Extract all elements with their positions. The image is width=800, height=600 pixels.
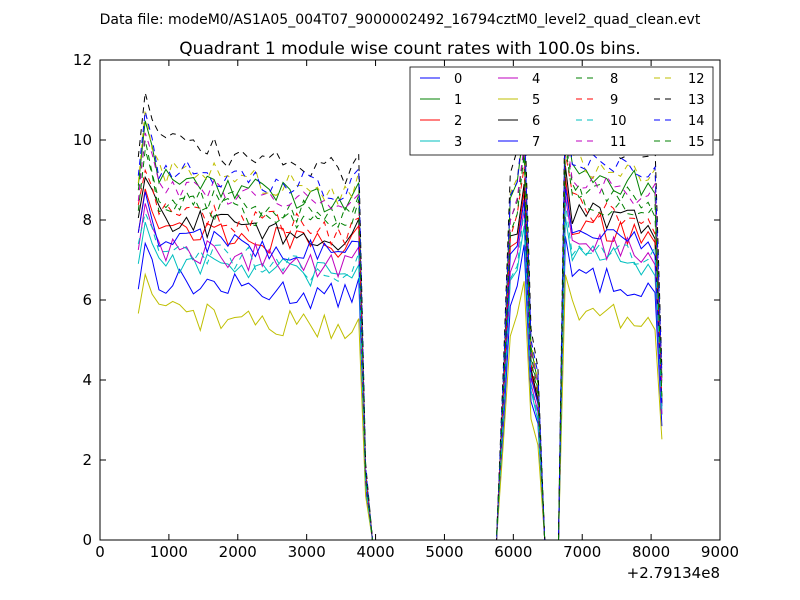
series-line-4 [137,196,663,540]
x-tick-label: 4000 [356,543,394,561]
series-line-8 [137,139,663,540]
series-line-0 [137,236,663,540]
legend-label-0: 0 [454,72,462,87]
x-tick-label: 5000 [425,543,463,561]
y-tick-label: 8 [82,211,92,229]
legend-label-7: 7 [532,135,540,150]
series-layer [137,82,663,540]
series-line-12 [137,109,663,540]
series-line-7 [137,186,663,540]
x-tick-label: 7000 [563,543,601,561]
series-line-6 [137,165,663,540]
series-line-9 [137,153,663,540]
legend-label-14: 14 [688,114,705,129]
series-line-13 [137,82,663,540]
y-tick-label: 6 [82,291,92,309]
series-line-15 [137,145,663,540]
y-tick-label: 12 [73,51,92,69]
legend-label-2: 2 [454,114,462,129]
y-tick-label: 4 [82,371,92,389]
legend-label-13: 13 [688,93,705,108]
x-tick-label: 1000 [150,543,188,561]
x-tick-label: 9000 [701,543,739,561]
chart-title: Quadrant 1 module wise count rates with … [179,39,640,59]
series-line-5 [137,272,663,540]
legend-label-4: 4 [532,72,540,87]
legend-label-9: 9 [610,93,618,108]
legend-label-5: 5 [532,93,540,108]
x-tick-label: 2000 [219,543,257,561]
legend-label-3: 3 [454,135,462,150]
legend-label-11: 11 [610,135,627,150]
legend-frame [409,66,714,156]
legend-label-8: 8 [610,72,618,87]
legend-label-6: 6 [532,114,540,129]
chart-suptitle: Data file: modeM0/AS1A05_004T07_90000024… [100,12,701,28]
series-line-14 [137,100,663,540]
x-tick-label: 8000 [632,543,670,561]
y-tick-label: 10 [73,131,92,149]
x-offset-label: +2.79134e8 [627,564,720,582]
y-tick-label: 0 [82,531,92,549]
x-tick-label: 0 [95,543,105,561]
series-line-3 [137,217,663,540]
series-line-2 [137,177,663,540]
series-line-10 [137,202,663,540]
series-line-1 [137,117,663,540]
series-line-11 [137,127,663,540]
legend-label-1: 1 [454,93,462,108]
legend-label-15: 15 [688,135,705,150]
legend-label-12: 12 [688,72,705,87]
x-tick-label: 3000 [288,543,326,561]
legend-label-10: 10 [610,114,627,129]
x-axis: 0 1000 2000 3000 4000 5000 6000 7000 8000 9000 [95,60,739,561]
y-tick-label: 2 [82,451,92,469]
x-tick-label: 6000 [494,543,532,561]
